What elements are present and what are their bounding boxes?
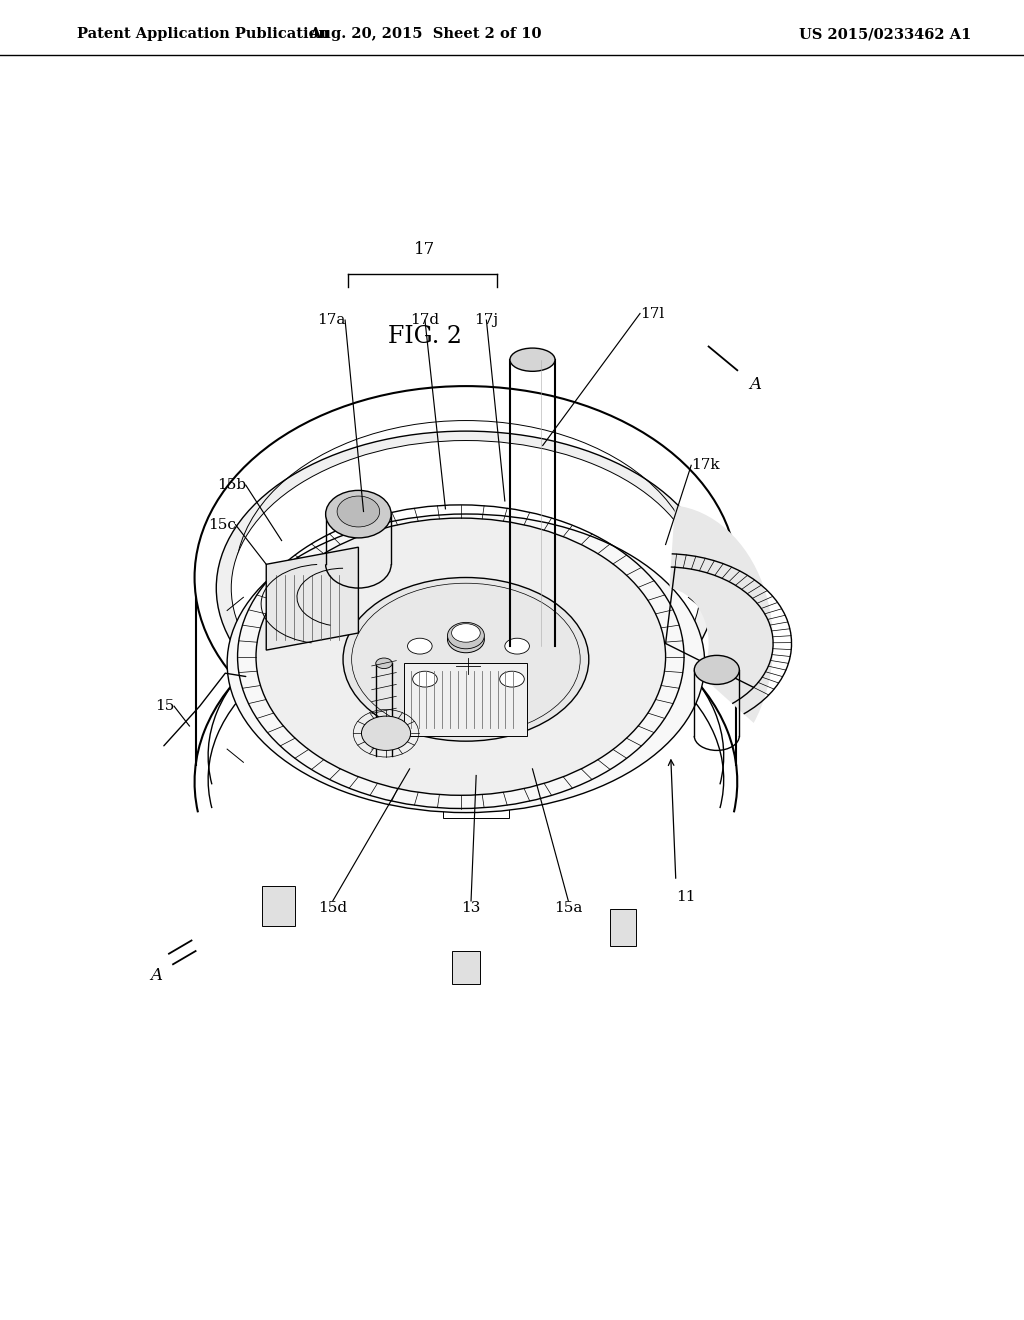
- Ellipse shape: [452, 624, 480, 643]
- Text: 17: 17: [415, 242, 435, 259]
- Text: 15a: 15a: [554, 900, 583, 915]
- Text: 17k: 17k: [691, 458, 720, 473]
- Text: 13: 13: [462, 900, 480, 915]
- Text: A: A: [151, 966, 163, 983]
- Ellipse shape: [195, 385, 737, 768]
- Text: 15: 15: [155, 700, 174, 713]
- Wedge shape: [670, 506, 773, 723]
- Ellipse shape: [361, 715, 411, 750]
- Ellipse shape: [376, 657, 392, 668]
- Ellipse shape: [505, 639, 529, 655]
- Ellipse shape: [256, 519, 666, 795]
- Ellipse shape: [500, 672, 524, 686]
- Text: FIG. 2: FIG. 2: [388, 325, 462, 348]
- Text: A: A: [750, 375, 762, 392]
- Ellipse shape: [413, 672, 437, 686]
- Polygon shape: [452, 950, 480, 985]
- Text: Aug. 20, 2015  Sheet 2 of 10: Aug. 20, 2015 Sheet 2 of 10: [308, 28, 542, 41]
- Ellipse shape: [408, 639, 432, 655]
- Text: 15c: 15c: [208, 517, 236, 532]
- Polygon shape: [266, 548, 358, 651]
- Polygon shape: [262, 886, 295, 925]
- Polygon shape: [610, 908, 636, 945]
- Ellipse shape: [510, 348, 555, 371]
- Text: 17a: 17a: [316, 313, 345, 327]
- Ellipse shape: [337, 496, 380, 527]
- Text: 17d: 17d: [411, 313, 439, 327]
- Polygon shape: [404, 663, 527, 737]
- Ellipse shape: [343, 578, 589, 742]
- Text: 17l: 17l: [640, 306, 665, 321]
- Ellipse shape: [227, 513, 705, 813]
- Ellipse shape: [694, 656, 739, 685]
- Text: 15b: 15b: [217, 478, 246, 492]
- Ellipse shape: [447, 623, 484, 649]
- Text: 17j: 17j: [474, 313, 499, 327]
- Ellipse shape: [447, 627, 484, 653]
- Text: 15d: 15d: [318, 900, 347, 915]
- Ellipse shape: [231, 441, 700, 735]
- Text: US 2015/0233462 A1: US 2015/0233462 A1: [799, 28, 971, 41]
- Text: 11: 11: [676, 891, 696, 904]
- Text: Patent Application Publication: Patent Application Publication: [77, 28, 329, 41]
- Ellipse shape: [216, 432, 716, 744]
- Ellipse shape: [326, 491, 391, 539]
